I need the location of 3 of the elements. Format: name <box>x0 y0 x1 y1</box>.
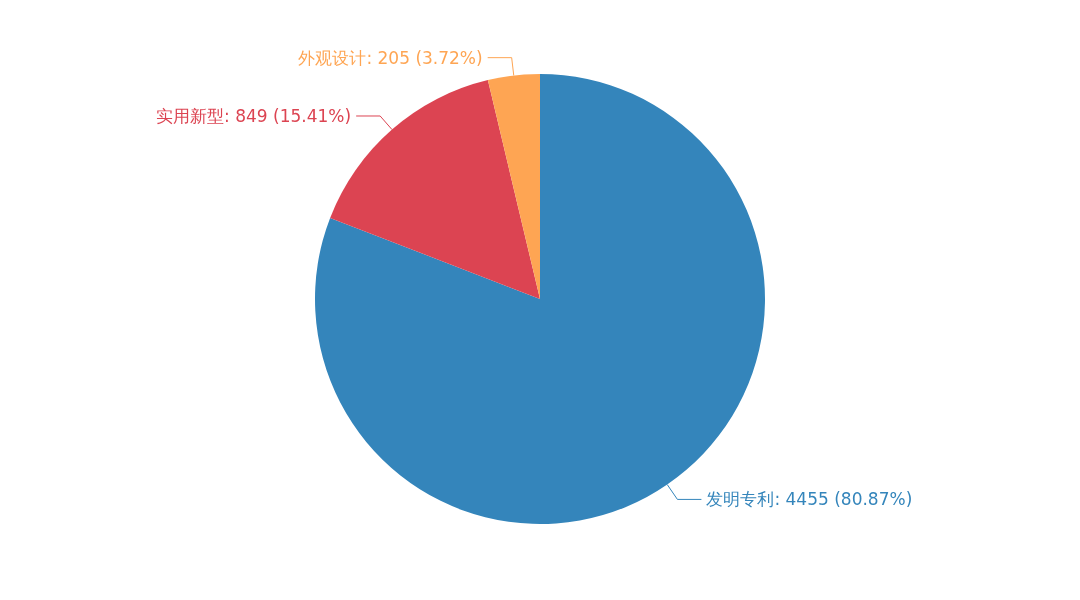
slice-label: 实用新型: 849 (15.41%) <box>156 105 352 126</box>
slice-label: 发明专利: 4455 (80.87%) <box>706 489 913 510</box>
slice-label: 外观设计: 205 (3.72%) <box>298 47 483 68</box>
